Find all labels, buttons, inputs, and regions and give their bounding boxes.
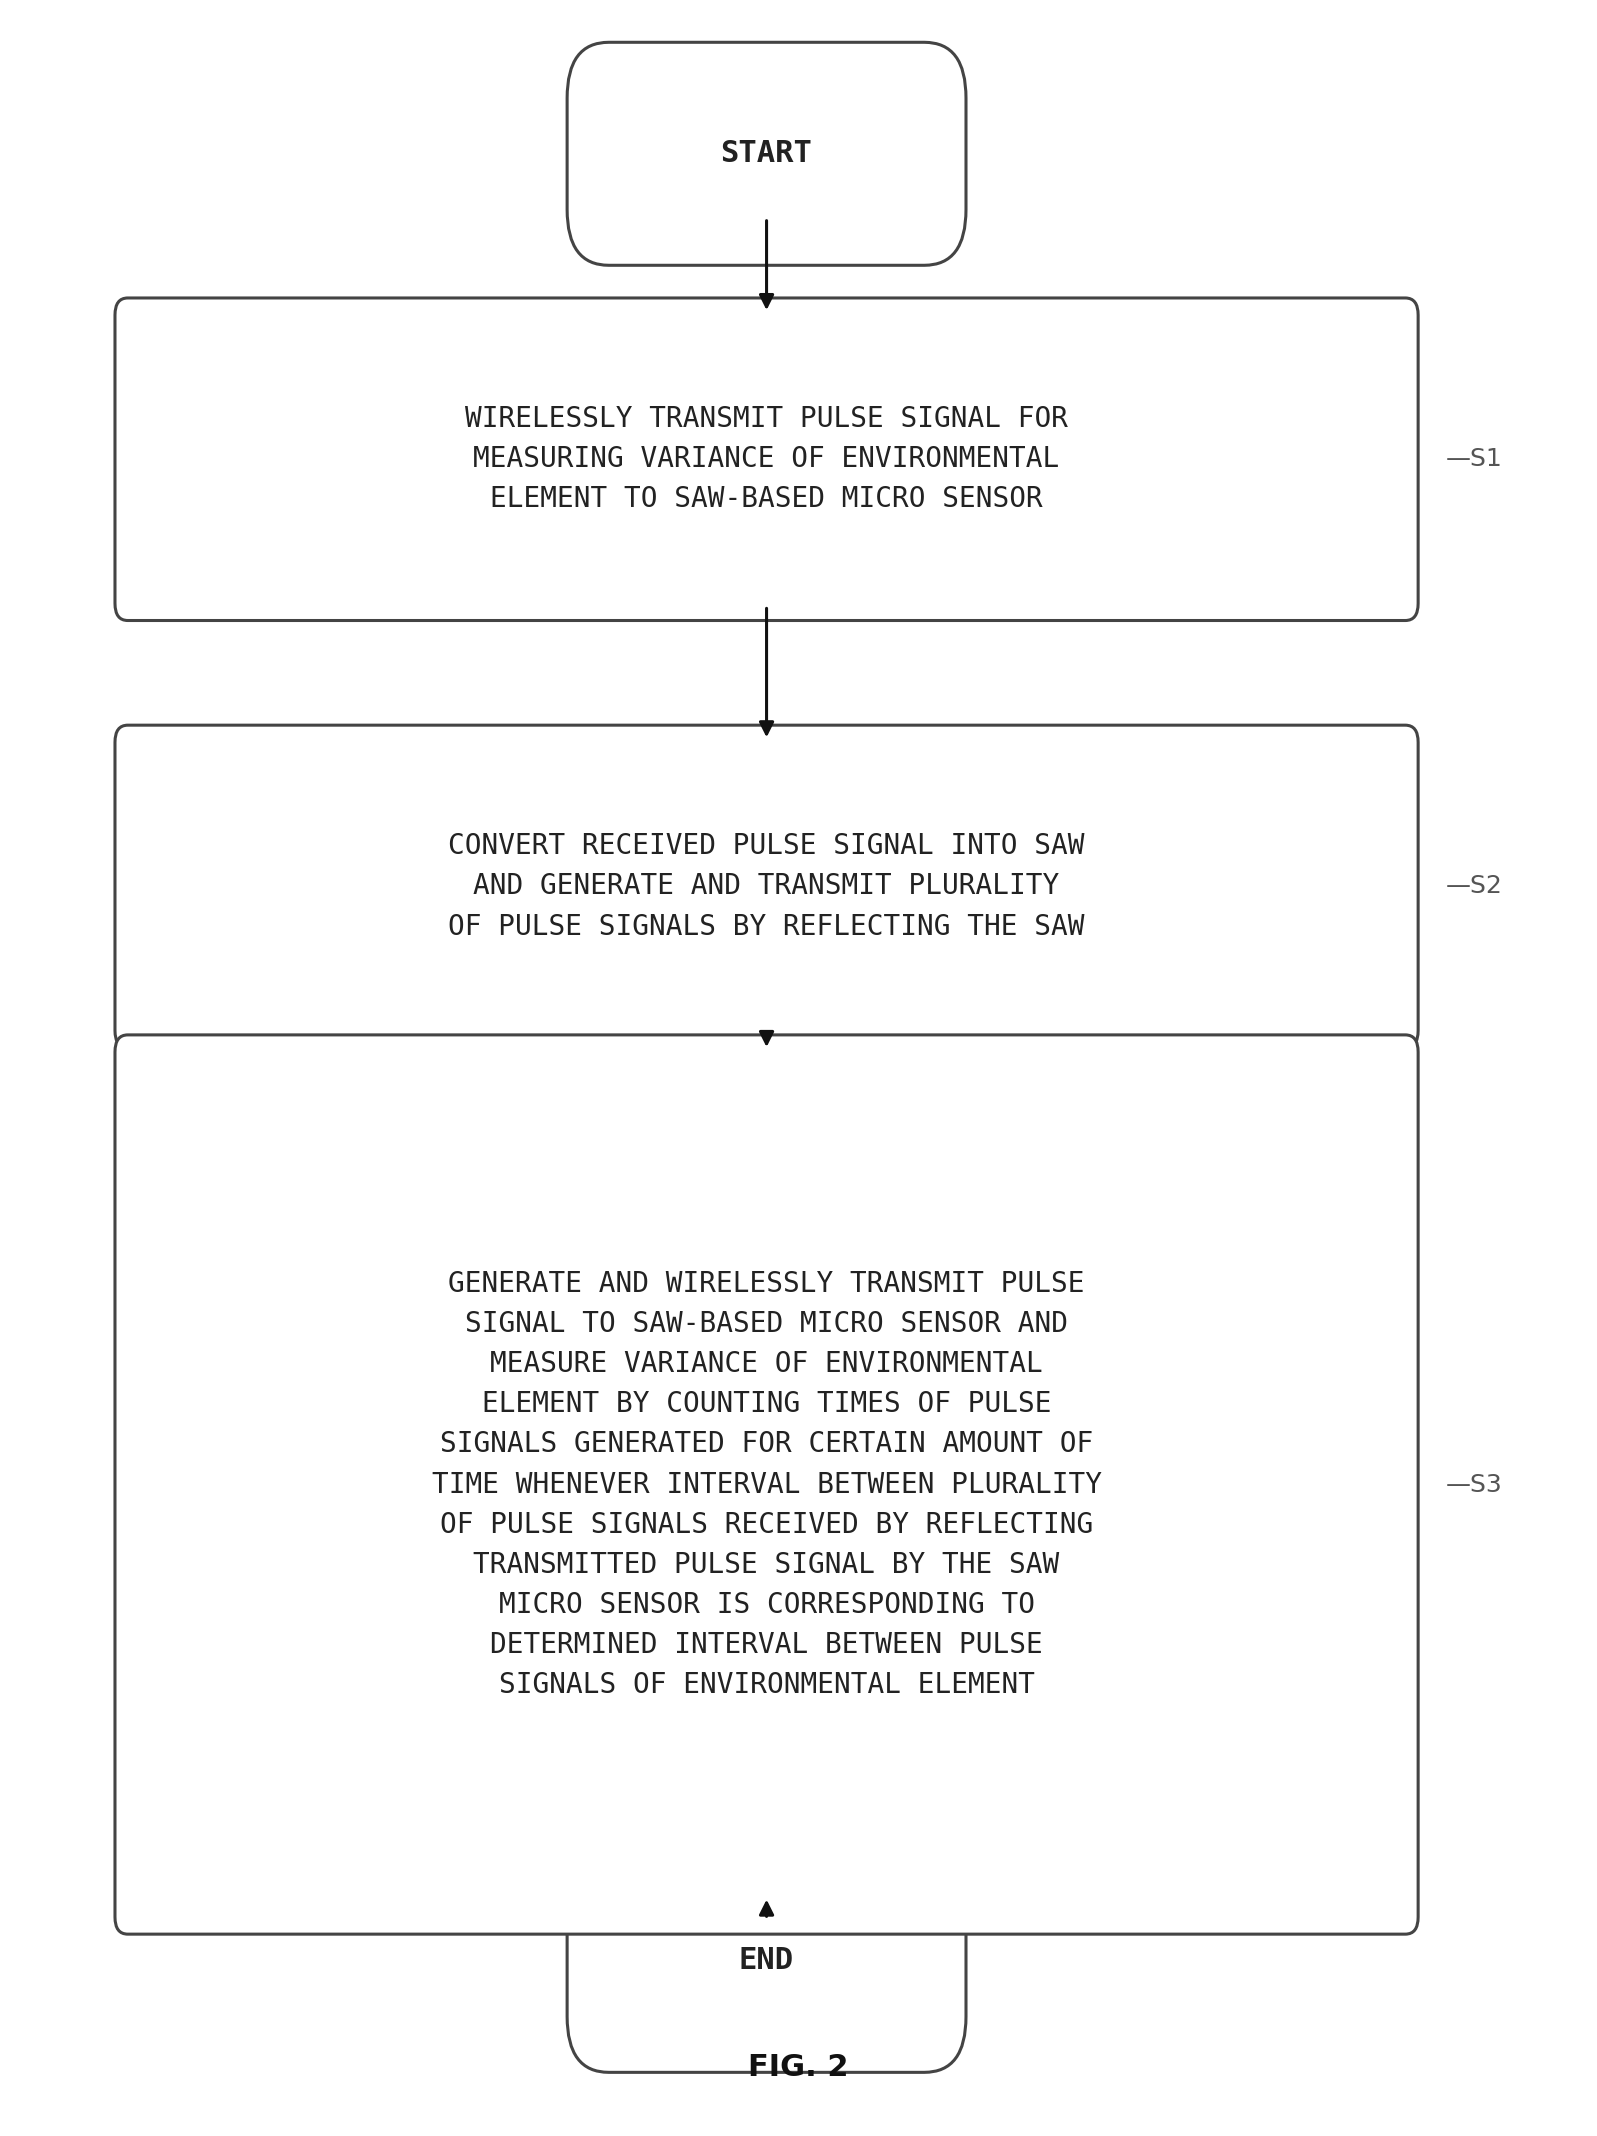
FancyBboxPatch shape: [115, 1034, 1418, 1935]
FancyBboxPatch shape: [115, 726, 1418, 1049]
Text: —S3: —S3: [1445, 1472, 1503, 1497]
FancyBboxPatch shape: [567, 1850, 966, 2072]
Text: —S1: —S1: [1445, 446, 1503, 472]
Text: FIG. 2: FIG. 2: [749, 2053, 848, 2083]
FancyBboxPatch shape: [567, 43, 966, 265]
Text: GENERATE AND WIRELESSLY TRANSMIT PULSE
SIGNAL TO SAW-BASED MICRO SENSOR AND
MEAS: GENERATE AND WIRELESSLY TRANSMIT PULSE S…: [431, 1271, 1102, 1698]
Text: —S2: —S2: [1445, 874, 1503, 899]
Text: CONVERT RECEIVED PULSE SIGNAL INTO SAW
AND GENERATE AND TRANSMIT PLURALITY
OF PU: CONVERT RECEIVED PULSE SIGNAL INTO SAW A…: [449, 833, 1084, 940]
Text: START: START: [720, 139, 813, 169]
FancyBboxPatch shape: [115, 297, 1418, 619]
Text: END: END: [739, 1946, 794, 1976]
Text: WIRELESSLY TRANSMIT PULSE SIGNAL FOR
MEASURING VARIANCE OF ENVIRONMENTAL
ELEMENT: WIRELESSLY TRANSMIT PULSE SIGNAL FOR MEA…: [465, 406, 1068, 513]
